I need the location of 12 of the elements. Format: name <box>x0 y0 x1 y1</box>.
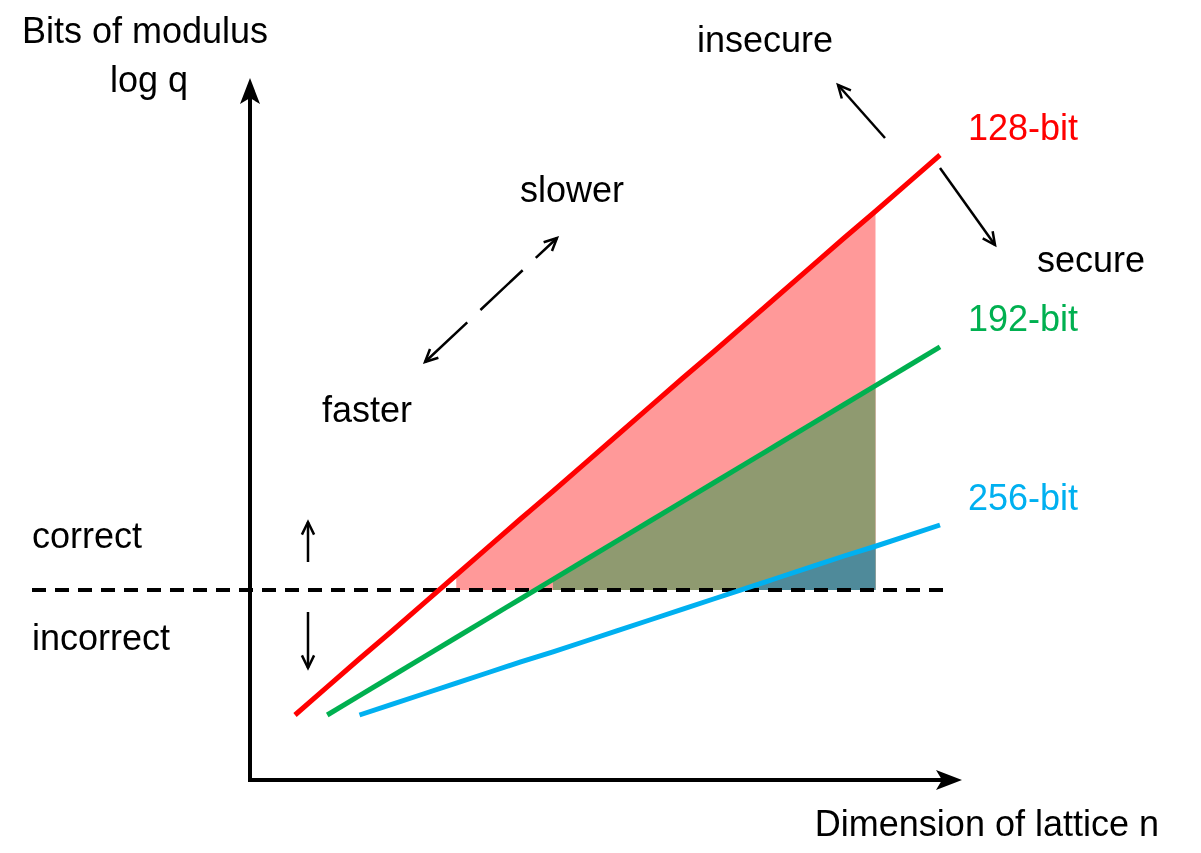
text: incorrect <box>32 617 171 658</box>
text: insecure <box>697 19 834 60</box>
annotation: faster <box>322 389 413 430</box>
series-label: 256-bit <box>968 476 1079 518</box>
annotation: slower <box>520 169 625 210</box>
text: secure <box>1037 239 1146 280</box>
series-label: 192-bit <box>968 298 1079 340</box>
text: log q <box>110 59 189 100</box>
y-axis-title: Bits of modulus <box>22 9 269 51</box>
text: correct <box>32 515 143 556</box>
series-label: 128-bit <box>968 106 1079 148</box>
x-axis-title: Dimension of lattice n <box>814 802 1160 844</box>
